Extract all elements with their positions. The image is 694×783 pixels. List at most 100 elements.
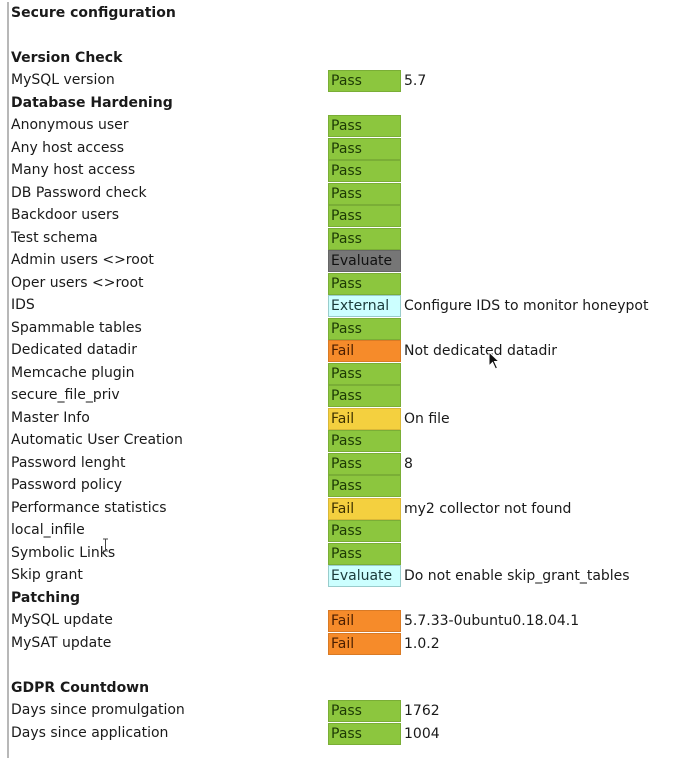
check-note: On file: [404, 410, 450, 427]
check-row: Symbolic Links Pass: [9, 542, 689, 565]
check-row: Spammable tables Pass: [9, 317, 689, 340]
status-cell: Pass: [328, 475, 401, 497]
check-note: 1.0.2: [404, 635, 440, 652]
text-cursor-icon: [103, 538, 108, 552]
check-label: DB Password check: [11, 184, 147, 201]
section-heading: Database Hardening: [9, 92, 689, 115]
section-heading: Patching: [9, 587, 689, 610]
status-badge: Pass: [328, 542, 401, 565]
status-badge: Pass: [328, 317, 401, 340]
check-label: MySAT update: [11, 634, 112, 651]
check-row: Skip grant Evaluate Do not enable skip_gra…: [9, 564, 689, 587]
status-badge: Pass: [328, 475, 401, 497]
heading-text: Version Check: [11, 49, 123, 66]
check-row: Oper users <>root Pass: [9, 272, 689, 295]
check-row: Days since application Pass 1004: [9, 722, 689, 745]
mouse-pointer-icon: [488, 351, 501, 370]
check-note: my2 collector not found: [404, 500, 572, 517]
check-label: Password policy: [11, 477, 123, 493]
check-label: local_infile: [11, 522, 85, 538]
spacer-row: [9, 654, 689, 677]
status-badge: Pass: [328, 115, 401, 137]
check-row: Password lenght Pass 8: [9, 452, 689, 475]
heading-text: Database Hardening: [11, 94, 173, 111]
check-label: Backdoor users: [11, 207, 120, 223]
check-label: Admin users <>root: [11, 252, 154, 268]
check-label: Spammable tables: [11, 319, 142, 336]
check-note: 1762: [404, 703, 440, 719]
check-label: MySQL update: [11, 612, 113, 628]
heading-text: Secure configuration: [11, 5, 176, 21]
status-cell: Pass: [328, 385, 401, 407]
check-label: Many host access: [11, 162, 136, 178]
section-heading: GDPR Countdown: [9, 677, 689, 700]
status-cell: Pass: [328, 430, 401, 452]
check-row: MySQL update Fail 5.7.33-0ubuntu0.18.04.1: [9, 609, 689, 632]
status-cell: Pass: [328, 317, 401, 340]
check-row: Test schema Pass: [9, 227, 689, 250]
status-cell: Pass 1004: [328, 722, 440, 745]
status-cell: Pass: [328, 115, 401, 137]
status-badge: Pass: [328, 160, 401, 182]
check-note: 8: [404, 455, 413, 472]
check-label: Test schema: [11, 229, 98, 246]
heading-text: Patching: [11, 589, 81, 606]
check-label: Days since application: [11, 724, 169, 741]
status-cell: Fail my2 collector not found: [328, 497, 572, 520]
status-badge: External: [328, 295, 401, 317]
check-note: Configure IDS to monitor honeypot: [404, 298, 649, 314]
check-row: Days since promulgation Pass 1762: [9, 699, 689, 722]
status-cell: Fail 5.7.33-0ubuntu0.18.04.1: [328, 610, 579, 632]
check-label: Dedicated datadir: [11, 342, 137, 358]
status-badge: Pass: [328, 452, 401, 475]
section-heading: Version Check: [9, 47, 689, 70]
check-row: MySQL version Pass 5.7: [9, 69, 689, 92]
check-label: Anonymous user: [11, 117, 129, 133]
check-row: Performance statistics Fail my2 collector …: [9, 497, 689, 520]
check-label: Password lenght: [11, 454, 126, 471]
status-badge: Pass: [328, 272, 401, 295]
status-cell: Pass: [328, 137, 401, 160]
status-cell: Pass: [328, 542, 401, 565]
status-cell: Fail 1.0.2: [328, 632, 440, 655]
status-cell: Pass: [328, 227, 401, 250]
check-row: Password policy Pass: [9, 474, 689, 497]
check-note: Not dedicated datadir: [404, 343, 558, 359]
check-row: Memcache plugin Pass: [9, 362, 689, 385]
status-cell: Pass: [328, 182, 401, 205]
status-badge: Fail: [328, 340, 401, 362]
check-row: Admin users <>root Evaluate: [9, 249, 689, 272]
check-label: Performance statistics: [11, 499, 167, 516]
status-badge: Pass: [328, 430, 401, 452]
status-cell: Evaluate: [328, 250, 401, 272]
spacer-row: [9, 24, 689, 47]
status-cell: Evaluate Do not enable skip_grant_tables: [328, 565, 630, 587]
check-row: Many host access Pass: [9, 159, 689, 182]
check-row: Dedicated datadir Fail Not dedicated datad…: [9, 339, 689, 362]
check-row: local_infile Pass: [9, 519, 689, 542]
check-note: 1004: [404, 725, 440, 742]
status-badge: Pass: [328, 205, 401, 227]
check-label: IDS: [11, 297, 35, 313]
heading-text: GDPR Countdown: [11, 679, 150, 696]
check-label: MySQL version: [11, 72, 115, 88]
status-cell: Pass 8: [328, 452, 413, 475]
status-badge: Pass: [328, 520, 401, 542]
check-note: 5.7.33-0ubuntu0.18.04.1: [404, 613, 580, 629]
check-label: Memcache plugin: [11, 364, 135, 381]
status-cell: Fail Not dedicated datadir: [328, 340, 557, 362]
check-label: Symbolic Links: [11, 544, 116, 561]
status-badge: Evaluate: [328, 250, 401, 272]
status-cell: Pass 5.7: [328, 70, 426, 92]
status-badge: Pass: [328, 182, 401, 205]
check-row: Backdoor users Pass: [9, 204, 689, 227]
check-row: secure_file_priv Pass: [9, 384, 689, 407]
status-badge: Pass: [328, 70, 401, 92]
status-badge: Pass: [328, 227, 401, 250]
check-label: Skip grant: [11, 567, 83, 583]
status-cell: Pass: [328, 520, 401, 542]
status-badge: Pass: [328, 385, 401, 407]
status-badge: Fail: [328, 407, 401, 430]
check-label: Any host access: [11, 139, 125, 156]
page-title: Secure configuration: [9, 2, 689, 24]
